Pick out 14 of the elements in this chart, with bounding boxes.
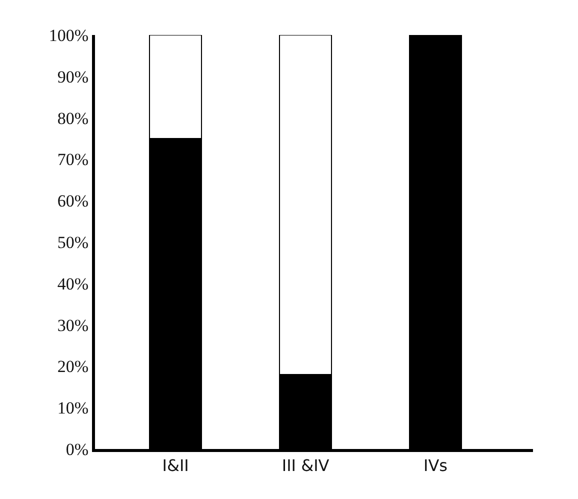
y-tick-label: 10%	[57, 398, 89, 418]
y-tick-label: 80%	[57, 108, 89, 128]
x-tick-label: IVs	[424, 456, 448, 476]
y-tick-label: 0%	[66, 440, 89, 459]
y-tick-label: 40%	[57, 274, 89, 294]
x-tick-label: III &IV	[282, 456, 330, 476]
y-tick-label: 100%	[48, 26, 89, 45]
y-tick-label: 50%	[57, 232, 89, 252]
x-tick-label: I&II	[162, 456, 189, 476]
y-tick-label: 30%	[57, 316, 89, 335]
y-tick-label: 90%	[57, 67, 89, 86]
y-tick-label: 20%	[57, 357, 89, 376]
y-tick-label: 60%	[57, 192, 89, 211]
y-tick-label: 70%	[57, 150, 89, 170]
